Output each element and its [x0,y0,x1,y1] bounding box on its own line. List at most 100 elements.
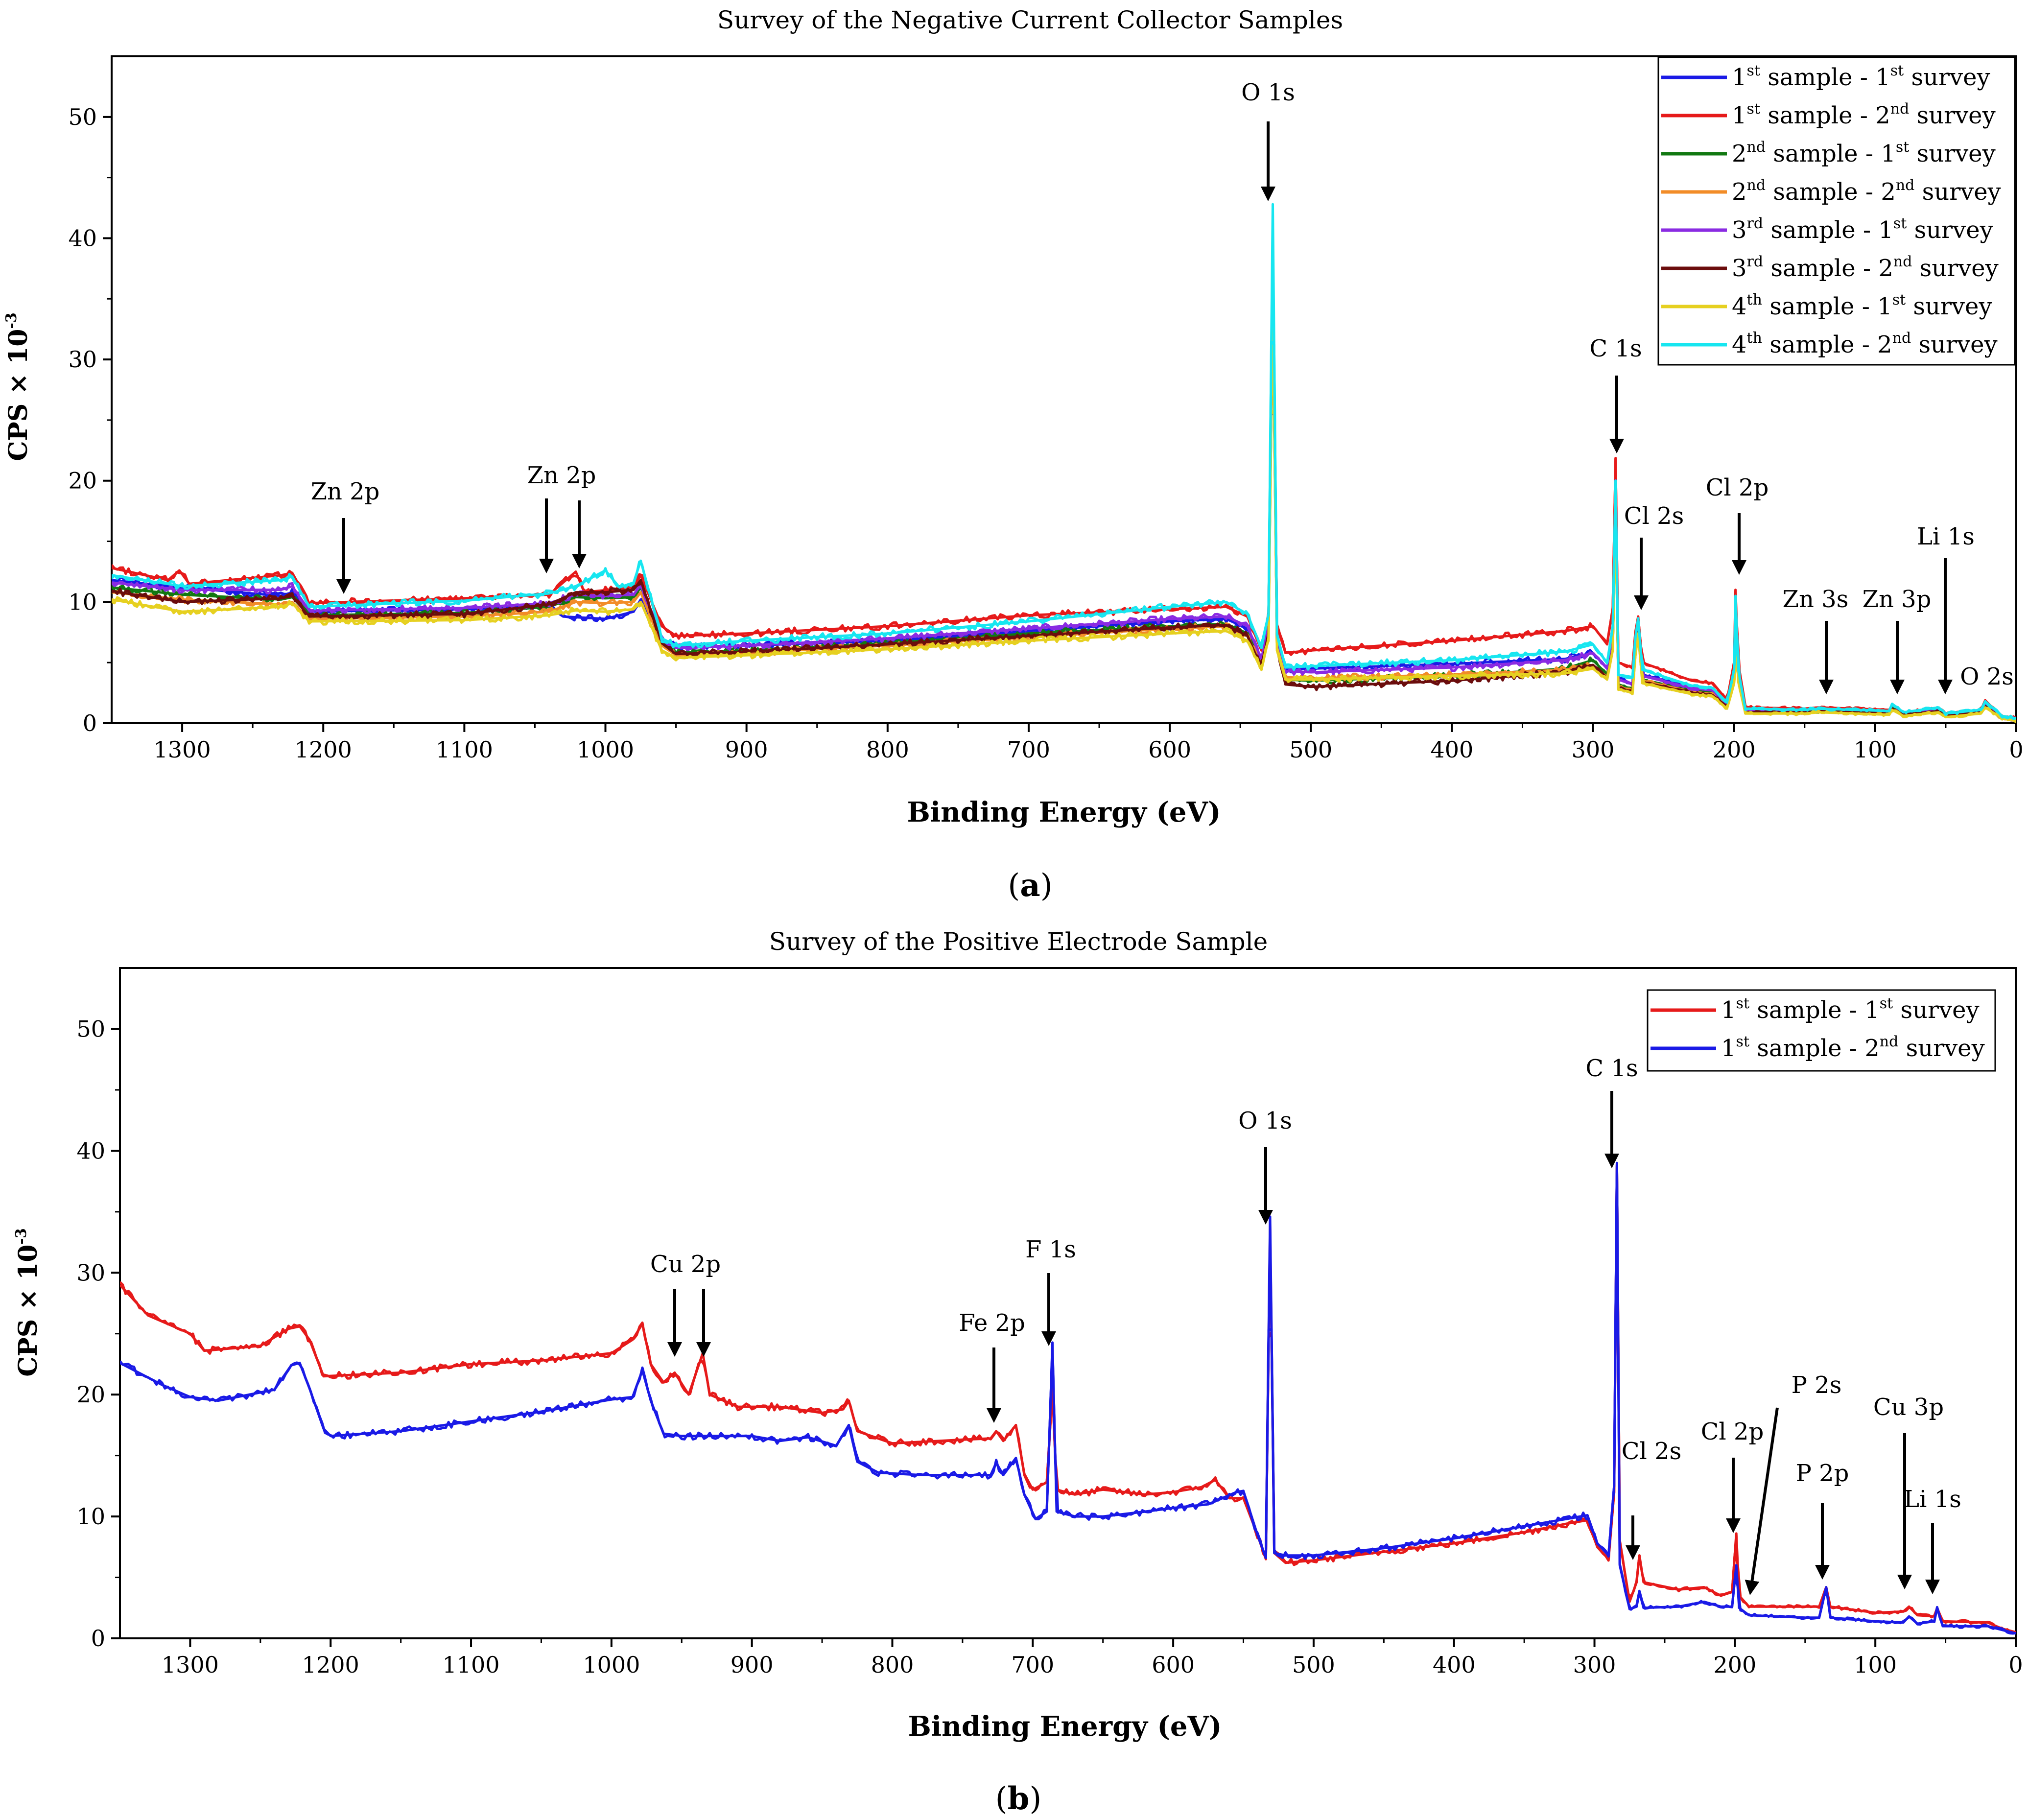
legend-entry: 1st sample - 2nd survey [1721,1033,1985,1062]
chart-positive-electrode: Survey of the Positive Electrode Sample … [13,927,2023,1817]
peak-label: P 2s [1792,1371,1842,1399]
x-tick-label: 100 [1854,1652,1897,1678]
peak-label: C 1s [1585,1055,1638,1082]
peak-label: Cl 2s [1624,502,1684,530]
peak-label: P 2p [1796,1460,1849,1487]
x-tick-label: 900 [725,736,768,763]
series-line [112,380,2016,722]
x-tick-label: 600 [1148,736,1191,763]
y-tick-label: 30 [68,346,97,373]
y-tick-label: 10 [68,589,97,615]
chart-title: Survey of the Positive Electrode Sample [769,927,1268,956]
panel-label-b: (b) [995,1780,1042,1817]
peak-label: Cu 2p [650,1251,721,1278]
legend-entry: 3rd sample - 2nd survey [1732,253,1999,282]
series-peaks [112,203,2016,720]
peak-label: Li 1s [1917,523,1975,550]
peak-label: O 2s [1960,663,2014,690]
y-tick-label: 20 [68,468,97,494]
x-tick-label: 800 [871,1652,914,1678]
series-line [120,1162,2016,1635]
legend-entry: 2nd sample - 2nd survey [1732,177,2001,206]
y-tick-label: 0 [83,710,97,736]
x-tick-label: 0 [2008,1652,2023,1678]
y-tick-label: 40 [68,225,97,251]
x-tick-label: 700 [1007,736,1050,763]
legend: 1st sample - 1st survey 1st sample - 2nd … [1647,989,1996,1072]
y-tick-label: 20 [76,1381,105,1408]
peak-arrow [1745,1407,1779,1595]
x-tick-label: 400 [1431,736,1474,763]
y-tick-label: 30 [76,1259,105,1286]
y-tick-label: 0 [91,1625,105,1652]
series-line [112,411,2016,721]
x-tick-label: 400 [1433,1652,1476,1678]
x-tick-label: 900 [731,1652,774,1678]
y-tick-label: 10 [76,1503,105,1530]
x-tick-label: 1200 [302,1652,359,1678]
peak-label: Cl 2p [1701,1418,1764,1445]
peak-label: O 1s [1241,79,1295,106]
y-axis-label: CPS × 10-3 [13,1228,43,1377]
series-peaks [120,1164,2016,1634]
x-axis-label: Binding Energy (eV) [907,796,1221,828]
peak-label: O 1s [1238,1107,1292,1135]
chart-negative-collector: Survey of the Negative Current Collector… [3,6,2024,904]
x-tick-label: 500 [1289,736,1332,763]
panel-label-a: (a) [1008,867,1052,904]
x-tick-label: 1000 [577,736,634,763]
peak-label: Cl 2p [1706,474,1769,501]
x-tick-label: 200 [1713,736,1756,763]
legend: 1st sample - 1st survey 1st sample - 2nd … [1657,56,2016,366]
series-line [112,395,2016,722]
peak-label: Cl 2s [1622,1438,1682,1465]
series-line [112,358,2016,721]
y-tick-label: 50 [68,104,97,130]
x-tick-label: 100 [1854,736,1897,763]
peak-annotations: C 1s O 1s F 1s Fe 2p Cu 2p Cl 2s Cl 2p P 2s P 2p… [650,1055,1961,1595]
legend-entry: 1st sample - 1st survey [1721,995,1980,1024]
x-axis-label: Binding Energy (eV) [908,1710,1222,1743]
peak-annotations: O 1s C 1s Cl 2s Cl 2p Zn 2p Zn 2p Zn 3s Zn 3p Li… [311,79,2014,694]
x-tick-label: 200 [1713,1652,1756,1678]
x-tick-label: 1300 [154,736,211,763]
y-axis-label: CPS × 10-3 [3,312,33,461]
series-line [112,399,2016,721]
x-tick-label: 300 [1573,1652,1616,1678]
x-tick-label: 1300 [162,1652,219,1678]
peak-label: Zn 3p [1863,586,1932,613]
x-tick-label: 1100 [442,1652,499,1678]
x-tick-label: 800 [866,736,909,763]
peak-label: F 1s [1025,1236,1076,1263]
peak-label: Fe 2p [959,1309,1025,1337]
series-group [112,203,2016,723]
legend-entry: 4th sample - 2nd survey [1732,330,1998,358]
x-tick-label: 1200 [295,736,352,763]
peak-label: Zn 2p [527,462,596,489]
x-tick-label: 500 [1292,1652,1335,1678]
chart-title: Survey of the Negative Current Collector… [717,6,1343,34]
series-line [112,340,2016,720]
legend-entry: 4th sample - 1st survey [1732,291,1992,320]
series-peaks [112,291,2016,722]
x-tick-label: 1100 [436,736,493,763]
y-tick-label: 50 [76,1016,105,1042]
series-peaks [120,1161,2016,1635]
legend-box [1647,989,1996,1072]
legend-entry: 1st sample - 1st survey [1732,62,1990,91]
peak-label: Li 1s [1904,1486,1961,1513]
x-tick-label: 300 [1572,736,1615,763]
legend-entry: 2nd sample - 1st survey [1732,139,1996,167]
peak-label: Zn 2p [311,478,380,505]
series-group [120,1161,2016,1635]
series-line [112,361,2016,720]
x-tick-label: 0 [2009,736,2023,763]
x-tick-label: 1000 [583,1652,640,1678]
x-tick-label: 600 [1152,1652,1195,1678]
x-tick-label: 700 [1011,1652,1054,1678]
peak-label: C 1s [1589,335,1642,362]
plot-frame [119,967,2017,1639]
peak-label: Cu 3p [1873,1394,1944,1421]
plot-frame [111,55,2017,724]
